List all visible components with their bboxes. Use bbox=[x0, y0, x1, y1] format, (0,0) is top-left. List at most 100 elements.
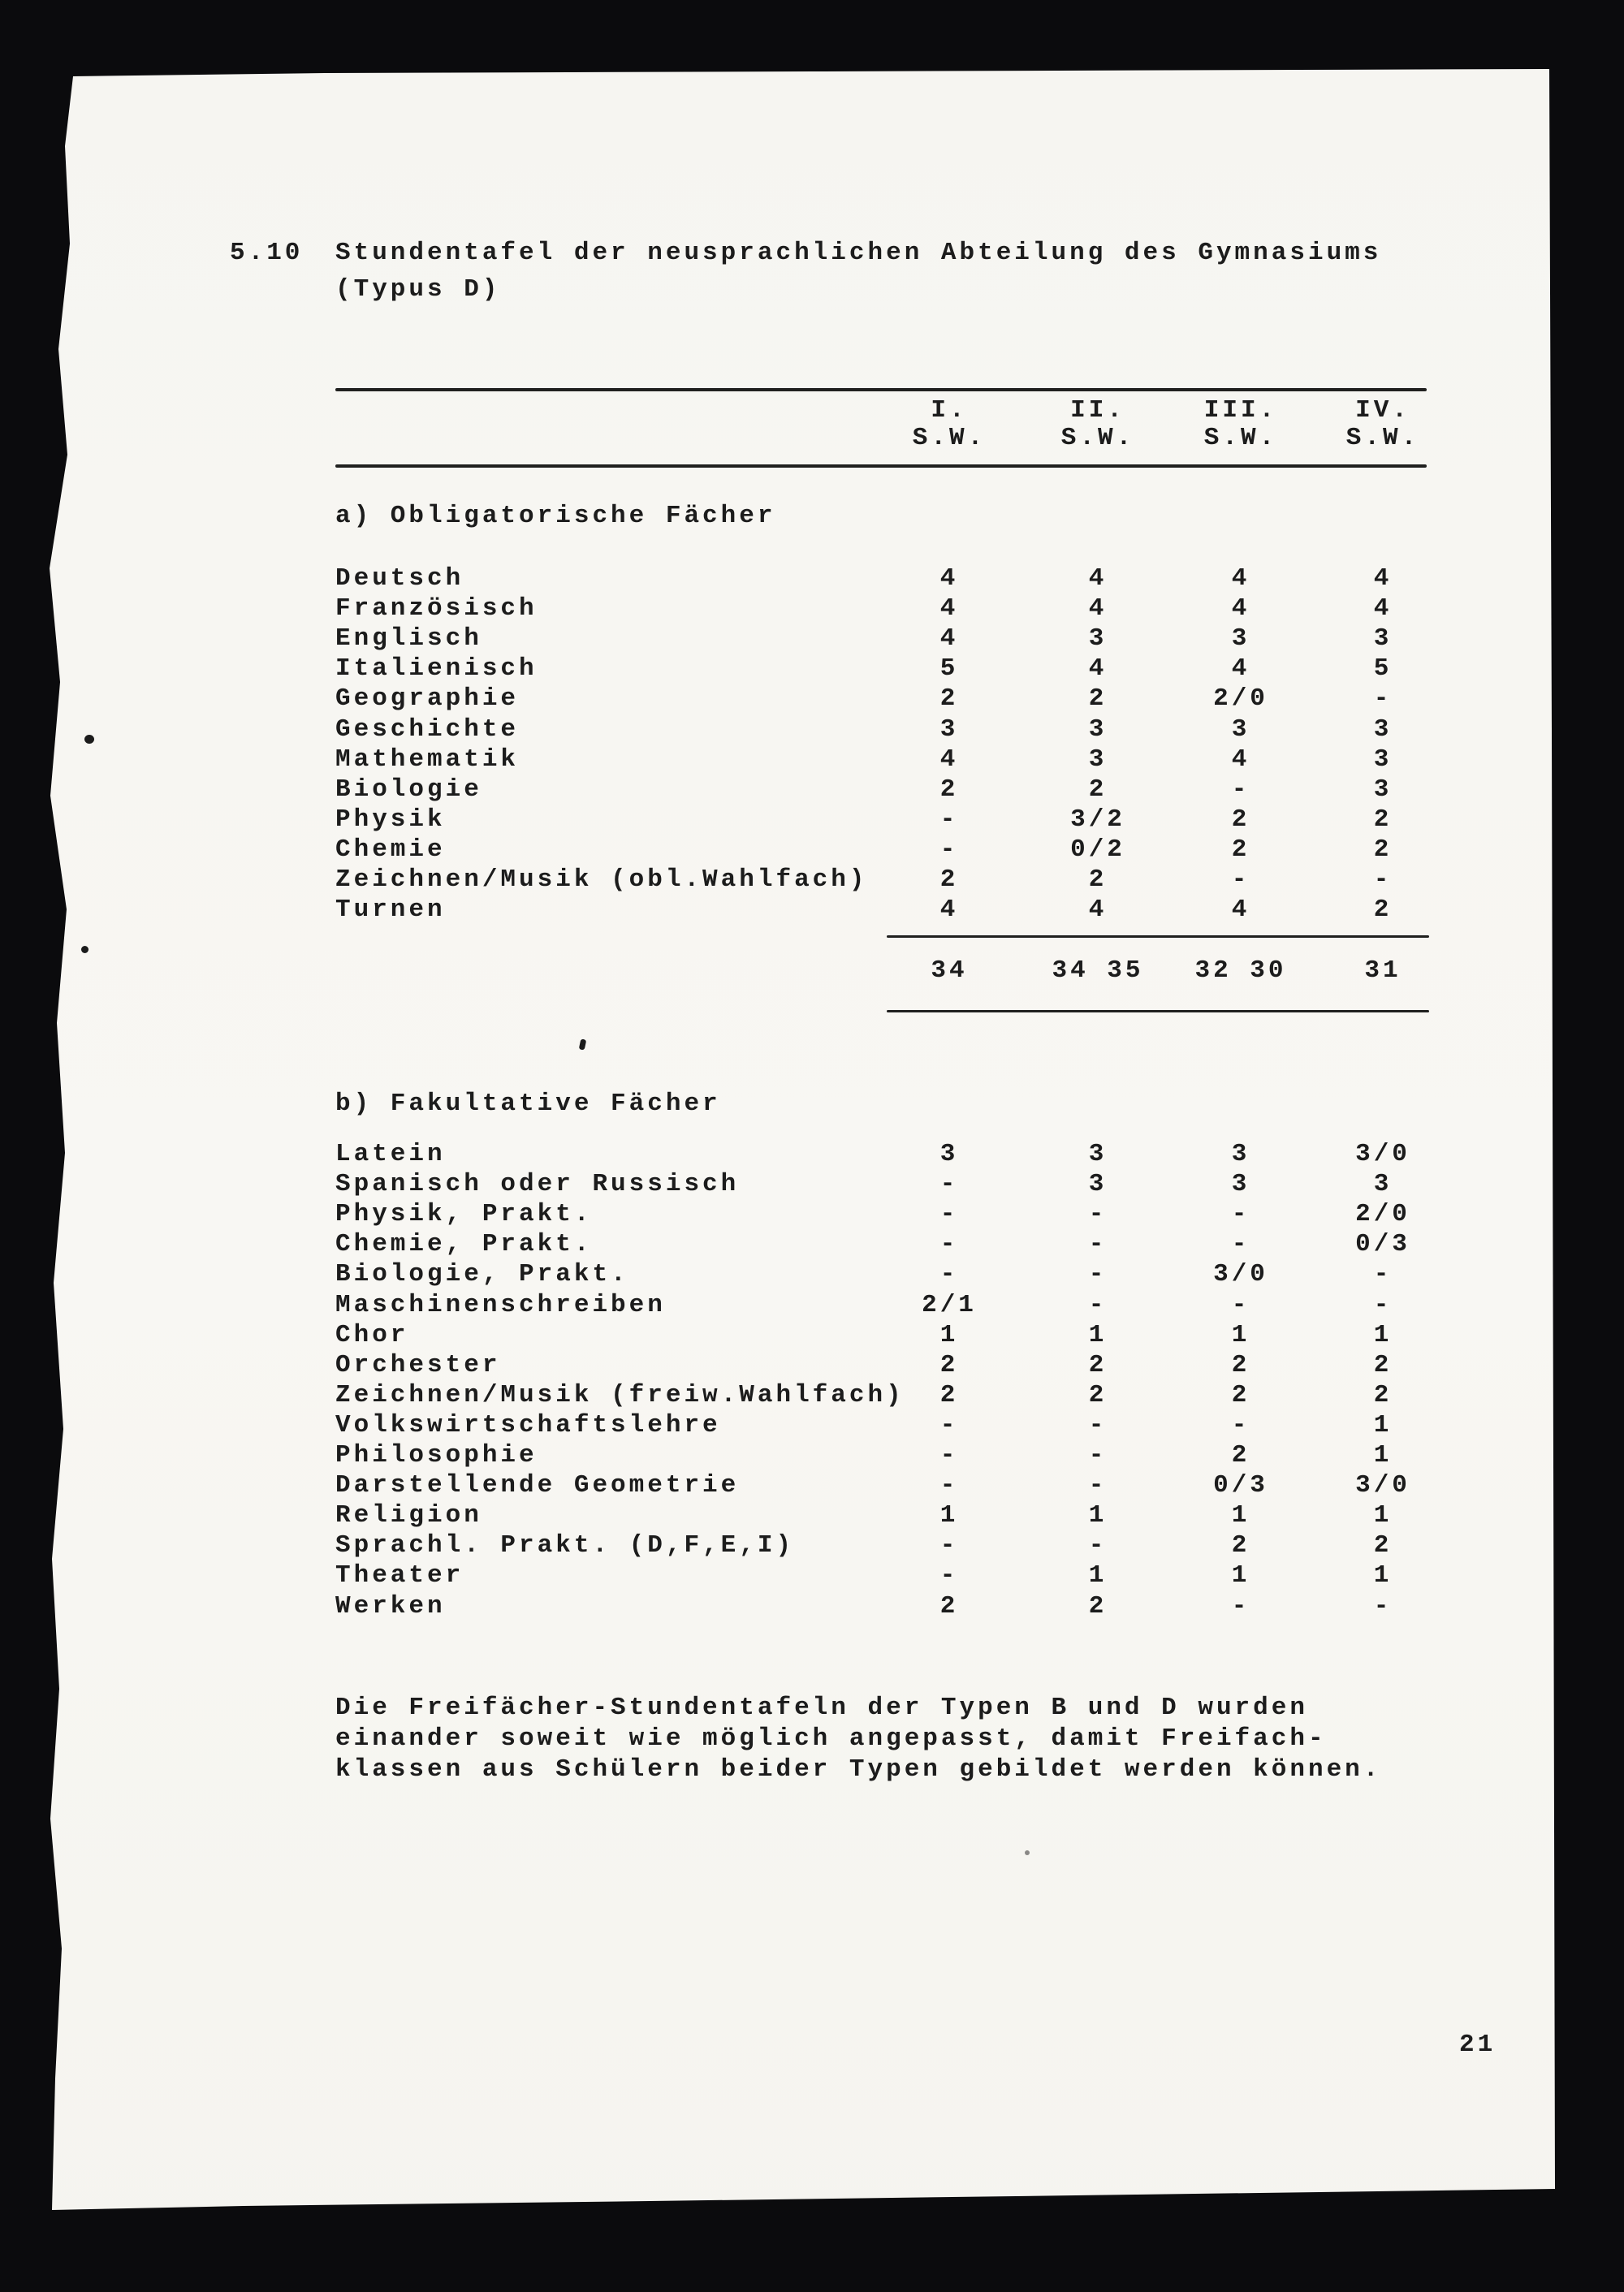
cell-value: 1 bbox=[1373, 1501, 1393, 1530]
cell-value: 4 bbox=[1231, 896, 1250, 925]
cell-value: 4 bbox=[939, 896, 959, 925]
cell-value: - bbox=[1088, 1260, 1108, 1289]
table-row: Mathematik 4 3 4 3 bbox=[50, 745, 1555, 775]
scan-speck bbox=[1025, 1850, 1030, 1855]
cell-value: 2/1 bbox=[922, 1290, 977, 1319]
cell-value: 3 bbox=[1231, 714, 1250, 744]
cell-value: 4 bbox=[939, 624, 959, 654]
row-label: Geschichte bbox=[335, 714, 520, 744]
table-row: Orchester 2 2 2 2 bbox=[50, 1350, 1555, 1380]
page-title-line1: Stundentafel der neusprachlichen Abteilu… bbox=[335, 239, 1382, 267]
cell-value: 5 bbox=[1373, 654, 1393, 684]
cell-value: 1 bbox=[1088, 1561, 1108, 1591]
table-row: Englisch 4 3 3 3 bbox=[50, 624, 1555, 654]
cell-value: 1 bbox=[1373, 1320, 1393, 1349]
cell-value: - bbox=[1231, 1230, 1250, 1259]
row-label: Physik bbox=[335, 805, 446, 834]
cell-value: - bbox=[939, 1531, 959, 1560]
table-row: Werken 2 2 - - bbox=[50, 1591, 1555, 1621]
table-row: Chor 1 1 1 1 bbox=[50, 1320, 1555, 1350]
cell-value: 3 bbox=[1373, 714, 1393, 744]
cell-value: - bbox=[939, 1561, 959, 1591]
column-header-1: I. bbox=[931, 396, 968, 425]
cell-value: - bbox=[939, 1200, 959, 1229]
cell-value: - bbox=[1373, 865, 1393, 894]
cell-value: - bbox=[1088, 1441, 1108, 1470]
cell-value: 2 bbox=[939, 684, 959, 714]
table-row: Religion 1 1 1 1 bbox=[50, 1500, 1555, 1530]
cell-value: 4 bbox=[1231, 594, 1250, 624]
cell-value: 1 bbox=[939, 1320, 959, 1349]
cell-value: 4 bbox=[939, 564, 959, 593]
cell-value: - bbox=[939, 1410, 959, 1440]
cell-value: 3/2 bbox=[1070, 805, 1125, 834]
cell-value: 2 bbox=[1373, 896, 1393, 925]
row-label: Volkswirtschaftslehre bbox=[335, 1410, 721, 1440]
cell-value: 4 bbox=[1088, 654, 1108, 684]
table-row: Französisch 4 4 4 4 bbox=[50, 594, 1555, 624]
cell-value: 5 bbox=[939, 654, 959, 684]
cell-value: 2 bbox=[1373, 1380, 1393, 1409]
cell-value: 3 bbox=[1088, 1140, 1108, 1168]
row-label: Theater bbox=[335, 1561, 464, 1591]
column-subheader-3: S.W. bbox=[1203, 424, 1278, 452]
cell-value: 3 bbox=[1231, 624, 1250, 654]
footer-line-2: einander soweit wie möglich angepasst, d… bbox=[335, 1724, 1327, 1753]
cell-value: 3 bbox=[939, 1140, 959, 1168]
cell-value: 1 bbox=[1088, 1320, 1108, 1349]
cell-value: 3 bbox=[1373, 1170, 1393, 1199]
cell-value: 1 bbox=[1231, 1561, 1250, 1591]
row-label: Sprachl. Prakt. (D,F,E,I) bbox=[335, 1531, 795, 1560]
cell-value: 3 bbox=[1088, 1170, 1108, 1199]
cell-value: 3 bbox=[1373, 775, 1393, 804]
column-subheader-2: S.W. bbox=[1060, 424, 1135, 452]
scan-speck bbox=[578, 1038, 587, 1051]
cell-value: - bbox=[939, 1441, 959, 1470]
cell-value: 3 bbox=[1088, 714, 1108, 744]
table-row: Sprachl. Prakt. (D,F,E,I) - - 2 2 bbox=[50, 1530, 1555, 1560]
cell-value: 2 bbox=[1088, 775, 1108, 804]
row-label: Zeichnen/Musik (obl.Wahlfach) bbox=[335, 865, 868, 894]
cell-value: - bbox=[1088, 1531, 1108, 1560]
totals-bottom-rule bbox=[887, 1010, 1429, 1012]
scan-speck bbox=[81, 946, 89, 953]
row-label: Orchester bbox=[335, 1350, 501, 1379]
row-label: Turnen bbox=[335, 896, 446, 925]
table-row: Turnen 4 4 4 2 bbox=[50, 895, 1555, 925]
cell-value: - bbox=[939, 1170, 959, 1199]
table-row: Biologie, Prakt. - - 3/0 - bbox=[50, 1259, 1555, 1289]
cell-value: 1 bbox=[1088, 1501, 1108, 1530]
table-row: Theater - 1 1 1 bbox=[50, 1560, 1555, 1591]
row-label: Philosophie bbox=[335, 1441, 538, 1470]
cell-value: 2 bbox=[1088, 1350, 1108, 1379]
cell-value: - bbox=[939, 835, 959, 864]
cell-value: - bbox=[1231, 775, 1250, 804]
cell-value: 4 bbox=[1088, 896, 1108, 925]
cell-value: - bbox=[939, 1471, 959, 1500]
row-label: Chor bbox=[335, 1320, 409, 1349]
table-top-rule bbox=[335, 388, 1427, 391]
row-label: Spanisch oder Russisch bbox=[335, 1170, 740, 1199]
row-label: Deutsch bbox=[335, 564, 464, 593]
cell-value: 2 bbox=[1231, 835, 1250, 864]
cell-value: 3 bbox=[1088, 624, 1108, 654]
row-label: Englisch bbox=[335, 624, 482, 654]
cell-value: - bbox=[1373, 1591, 1393, 1621]
table-row: Biologie 2 2 - 3 bbox=[50, 775, 1555, 805]
cell-value: 4 bbox=[1373, 564, 1393, 593]
column-header-4: IV. bbox=[1355, 396, 1410, 425]
cell-value: 4 bbox=[1088, 594, 1108, 624]
table-row: Latein 3 3 3 3/0 bbox=[50, 1139, 1555, 1169]
row-label: Mathematik bbox=[335, 745, 520, 774]
cell-value: 1 bbox=[1373, 1561, 1393, 1591]
total-col-4: 31 bbox=[1364, 956, 1402, 985]
table-row: Physik, Prakt. - - - 2/0 bbox=[50, 1199, 1555, 1229]
cell-value: 3 bbox=[1088, 745, 1108, 774]
footer-line-3: klassen aus Schülern beider Typen gebild… bbox=[335, 1755, 1382, 1784]
cell-value: 2 bbox=[1373, 835, 1393, 864]
row-label: Biologie, Prakt. bbox=[335, 1260, 629, 1289]
cell-value: - bbox=[1231, 1200, 1250, 1229]
